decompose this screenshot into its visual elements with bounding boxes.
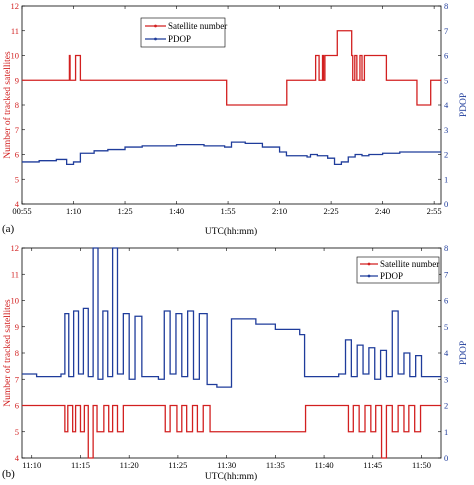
series-line-satellite-number bbox=[22, 30, 441, 106]
x-tick-label: 11:30 bbox=[217, 460, 236, 470]
legend-marker-pdop bbox=[367, 274, 371, 278]
y-left-tick-label: 5 bbox=[15, 174, 19, 184]
x-tick-label: 2:10 bbox=[272, 206, 287, 216]
y-right-ticks: 0 1 2 3 4 5 6 7 8 bbox=[438, 1, 449, 209]
series-line-satellite-number bbox=[22, 404, 441, 459]
y-right-ticks: 0 1 2 3 4 5 6 7 8 bbox=[438, 243, 449, 463]
y-axis-right-title: PDOP bbox=[459, 341, 469, 365]
x-axis-title: UTC(hh:mm) bbox=[205, 471, 257, 482]
y-left-tick-label: 9 bbox=[15, 75, 19, 85]
x-axis-title: UTC(hh:mm) bbox=[205, 226, 257, 237]
y-right-tick-label: 8 bbox=[444, 243, 448, 253]
y-right-tick-label: 6 bbox=[444, 296, 448, 306]
x-tick-label: 11:15 bbox=[71, 460, 90, 470]
legend-label-pdop: PDOP bbox=[380, 271, 403, 281]
legend: Satellite number PDOP bbox=[140, 17, 227, 48]
x-tick-label: 11:25 bbox=[168, 460, 187, 470]
legend-marker-satellite bbox=[154, 24, 157, 28]
y-left-tick-label: 4 bbox=[15, 453, 20, 463]
y-left-tick-label: 7 bbox=[15, 125, 19, 135]
x-tick-label: 11:50 bbox=[412, 460, 431, 470]
series-layer bbox=[22, 247, 441, 459]
y-left-tick-label: 8 bbox=[15, 100, 19, 110]
x-tick-label: 2:25 bbox=[324, 206, 339, 216]
y-left-ticks: 4 5 6 7 8 9 10 11 12 bbox=[11, 1, 25, 209]
y-right-tick-label: 1 bbox=[444, 427, 448, 437]
legend-marker-satellite bbox=[367, 262, 371, 266]
x-tick-label: 1:10 bbox=[66, 206, 81, 216]
y-left-tick-label: 6 bbox=[15, 150, 19, 160]
panel-label: (a) bbox=[2, 223, 15, 235]
y-left-tick-label: 10 bbox=[11, 51, 20, 61]
x-tick-label: 00:55 bbox=[12, 206, 31, 216]
x-tick-label: 11:40 bbox=[315, 460, 334, 470]
panel-label: (b) bbox=[2, 468, 15, 480]
y-right-tick-label: 1 bbox=[444, 174, 448, 184]
legend-box bbox=[356, 256, 440, 284]
y-axis-left-title: Number of tracked satellites bbox=[2, 299, 13, 407]
y-right-tick-label: 3 bbox=[444, 374, 448, 384]
y-left-tick-label: 10 bbox=[11, 296, 20, 306]
legend-box bbox=[140, 17, 226, 48]
y-right-tick-label: 8 bbox=[444, 1, 448, 11]
y-right-tick-label: 4 bbox=[444, 348, 449, 358]
series-layer bbox=[22, 30, 441, 166]
y-right-tick-label: 5 bbox=[444, 322, 448, 332]
y-right-tick-label: 3 bbox=[444, 125, 448, 135]
panel-b: 11:10 11:15 11:20 11:25 11:30 11:35 11:40 11:45… bbox=[2, 243, 469, 482]
x-tick-label: 1:55 bbox=[221, 206, 236, 216]
y-left-tick-label: 5 bbox=[15, 427, 19, 437]
x-ticks: 11:10 11:15 11:20 11:25 11:30 11:35 11:40 11:45… bbox=[22, 248, 431, 470]
y-left-tick-label: 11 bbox=[11, 269, 19, 279]
x-tick-label: 11:10 bbox=[22, 460, 41, 470]
y-left-tick-label: 7 bbox=[15, 374, 19, 384]
y-left-tick-label: 4 bbox=[15, 199, 20, 209]
y-right-tick-label: 6 bbox=[444, 51, 448, 61]
y-left-tick-label: 9 bbox=[15, 322, 19, 332]
x-ticks: 00:55 1:10 1:25 1:40 1:55 2:10 2:25 2:40 2:55 bbox=[12, 6, 442, 216]
y-right-tick-label: 0 bbox=[444, 453, 448, 463]
y-left-ticks: 4 5 6 7 8 9 10 11 12 bbox=[11, 243, 25, 463]
x-tick-label: 2:40 bbox=[375, 206, 390, 216]
series-line-pdop bbox=[22, 247, 441, 388]
y-right-tick-label: 7 bbox=[444, 26, 448, 36]
legend-label-pdop: PDOP bbox=[168, 34, 191, 44]
panel-a: 00:55 1:10 1:25 1:40 1:55 2:10 2:25 2:40 2:55 4 5… bbox=[2, 1, 469, 237]
y-right-tick-label: 2 bbox=[444, 401, 448, 411]
legend-label-satellite: Satellite number bbox=[380, 259, 439, 269]
y-left-tick-label: 12 bbox=[11, 243, 20, 253]
y-left-tick-label: 8 bbox=[15, 348, 19, 358]
x-tick-label: 1:25 bbox=[117, 206, 132, 216]
y-right-tick-label: 2 bbox=[444, 150, 448, 160]
x-tick-label: 11:20 bbox=[120, 460, 139, 470]
x-tick-label: 11:45 bbox=[363, 460, 382, 470]
y-right-tick-label: 5 bbox=[444, 75, 448, 85]
y-left-tick-label: 6 bbox=[15, 401, 19, 411]
y-left-tick-label: 12 bbox=[11, 1, 20, 11]
y-right-tick-label: 0 bbox=[444, 199, 448, 209]
legend-marker-pdop bbox=[154, 37, 157, 41]
x-tick-label: 1:40 bbox=[169, 206, 184, 216]
series-line-pdop bbox=[22, 141, 441, 166]
y-right-tick-label: 7 bbox=[444, 269, 448, 279]
legend: Satellite number PDOP bbox=[356, 256, 440, 284]
y-axis-right-title: PDOP bbox=[459, 93, 469, 117]
x-tick-label: 2:55 bbox=[427, 206, 442, 216]
legend-label-satellite: Satellite number bbox=[168, 21, 227, 31]
y-left-tick-label: 11 bbox=[11, 26, 19, 36]
x-tick-label: 11:35 bbox=[266, 460, 285, 470]
y-axis-left-title: Number of tracked satellites bbox=[2, 51, 13, 159]
y-right-tick-label: 4 bbox=[444, 100, 449, 110]
